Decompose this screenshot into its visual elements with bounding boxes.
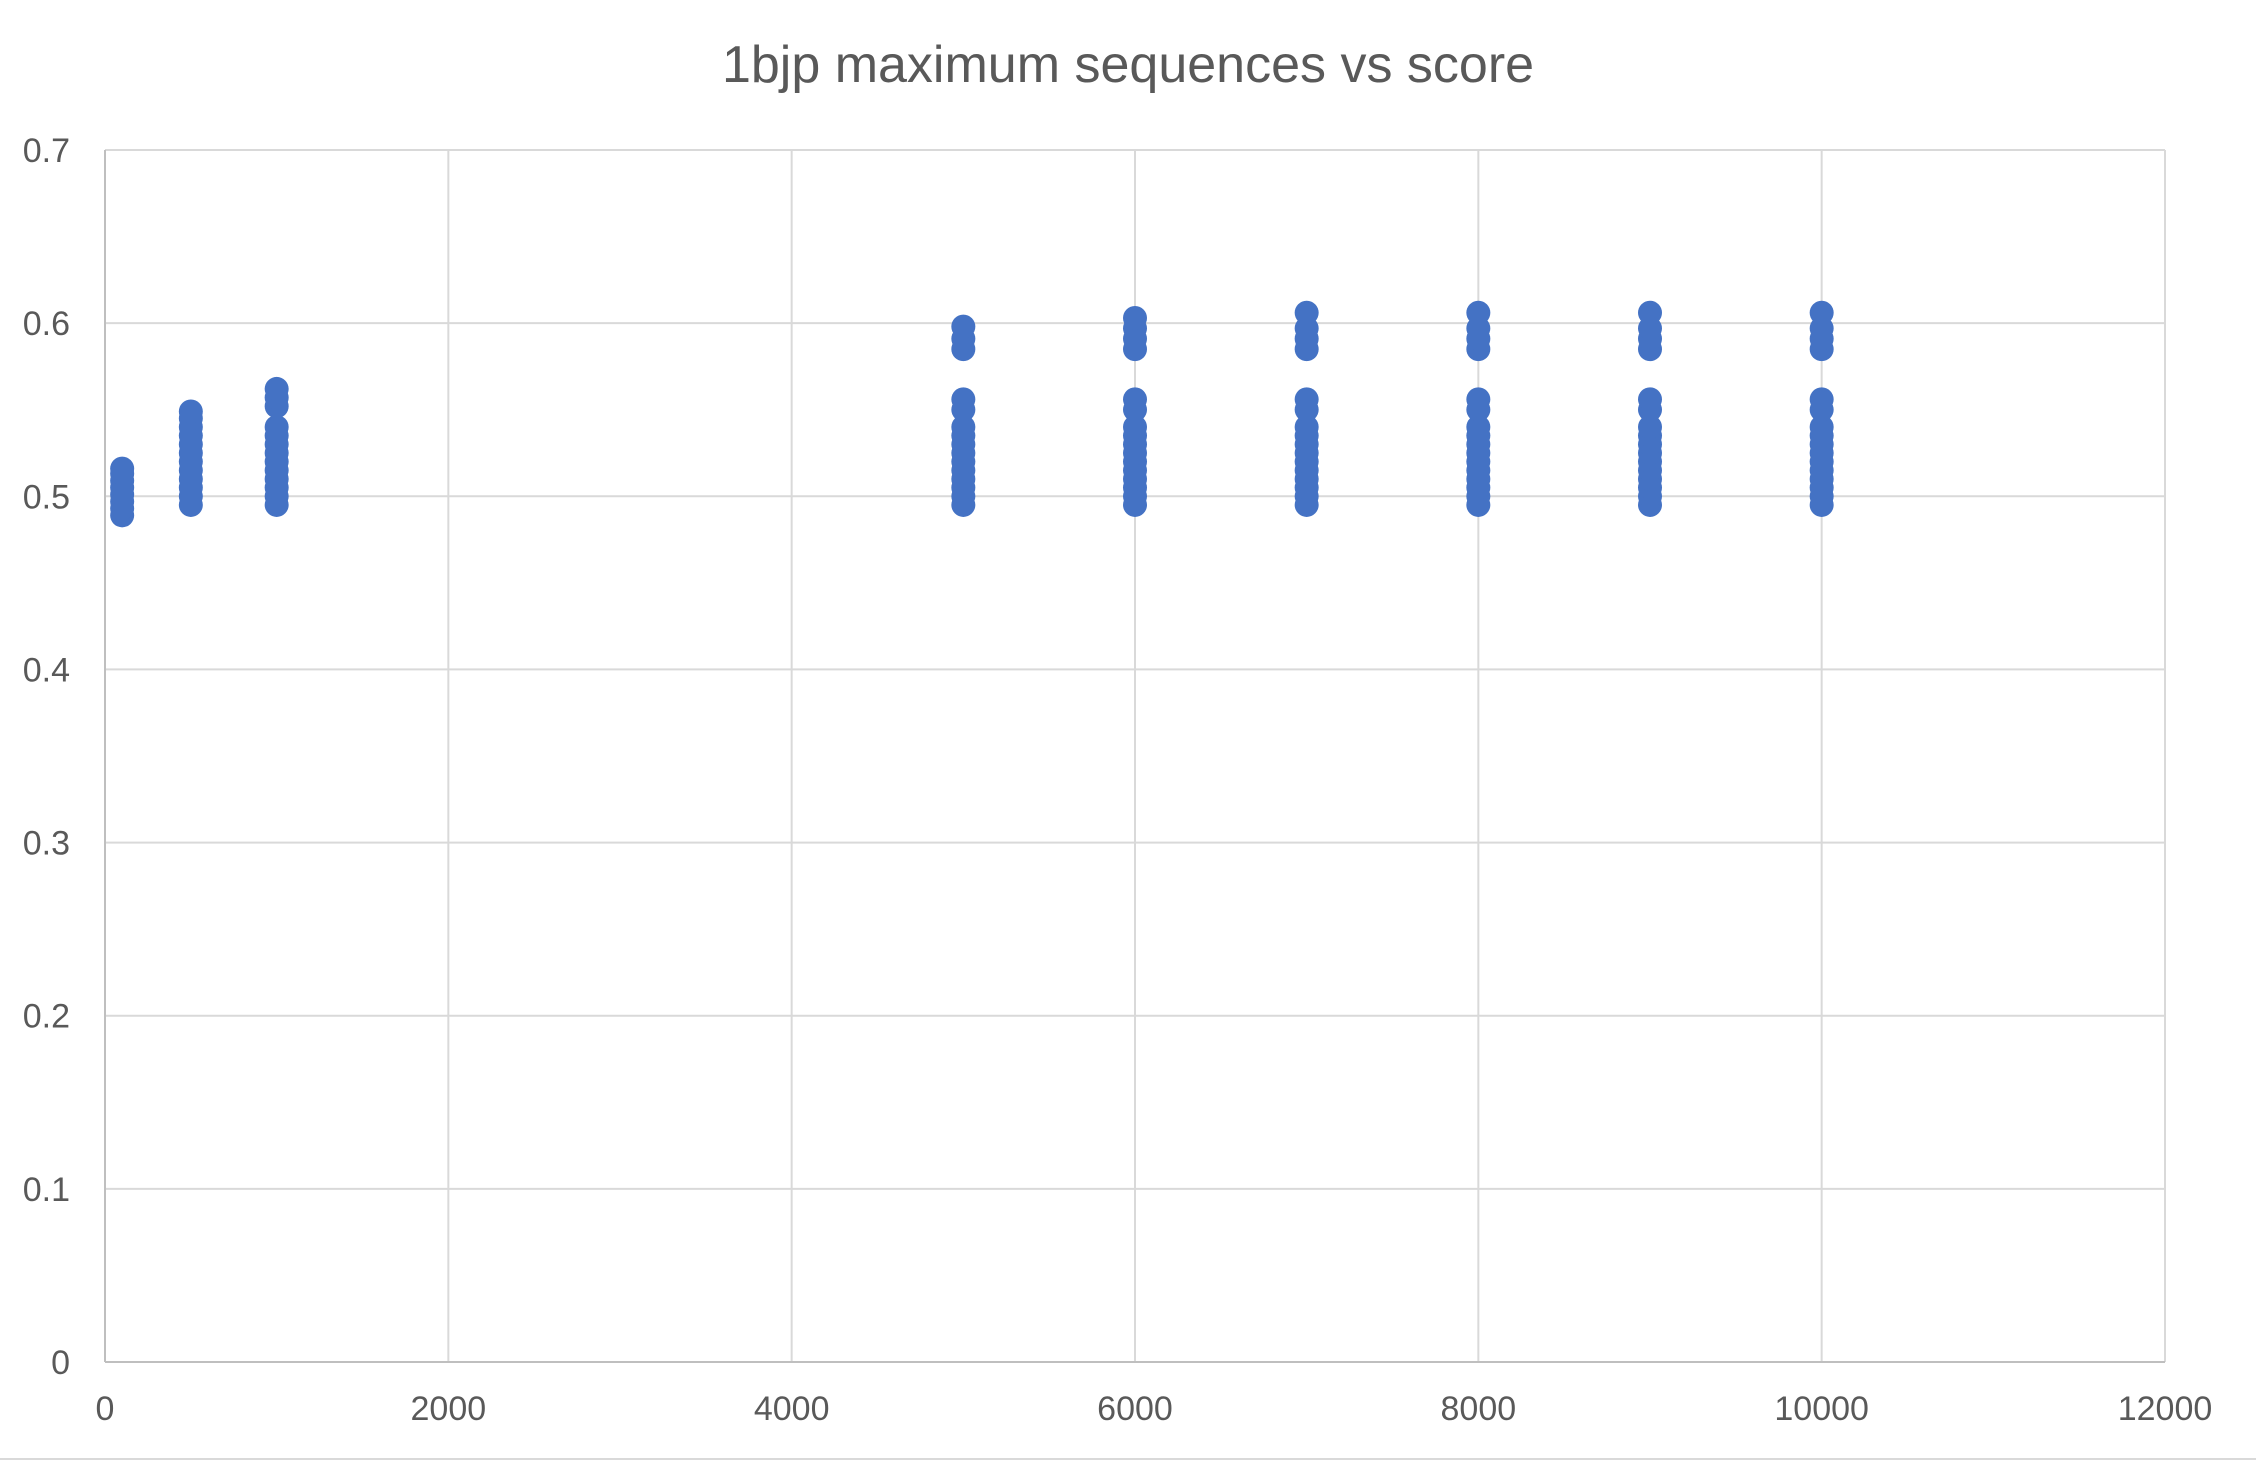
data-points <box>110 300 1834 528</box>
data-point <box>1294 300 1319 325</box>
data-point <box>1638 415 1662 440</box>
x-tick-label: 10000 <box>1774 1390 1869 1428</box>
x-tick-label: 4000 <box>754 1390 830 1428</box>
x-tick-labels: 0 2000 4000 6000 8000 10000 12000 <box>96 1390 2213 1428</box>
data-point <box>110 456 135 481</box>
data-point <box>178 399 203 424</box>
x-tick-label: 6000 <box>1097 1390 1173 1428</box>
data-point <box>1294 387 1319 412</box>
data-point <box>1466 415 1491 440</box>
data-point <box>1809 387 1834 412</box>
x-tick-label: 0 <box>96 1390 115 1428</box>
data-point <box>1123 387 1147 412</box>
y-tick-label: 0.7 <box>23 132 70 170</box>
data-point <box>1809 415 1834 440</box>
y-tick-label: 0.3 <box>23 825 70 863</box>
data-point <box>264 376 289 401</box>
data-point <box>264 415 289 440</box>
data-point <box>1123 305 1147 330</box>
data-point <box>951 415 976 440</box>
axes <box>104 150 2165 1363</box>
data-point <box>951 387 976 412</box>
x-tick-label: 8000 <box>1441 1390 1517 1428</box>
y-tick-label: 0.5 <box>23 478 70 516</box>
data-point <box>1294 415 1319 440</box>
y-tick-label: 0 <box>51 1344 70 1382</box>
chart-title: 1bjp maximum sequences vs score <box>722 36 1534 94</box>
data-point <box>1466 300 1491 325</box>
data-point <box>1638 387 1662 412</box>
y-tick-label: 0.6 <box>23 305 70 343</box>
x-tick-label: 2000 <box>411 1390 487 1428</box>
data-point <box>1809 300 1834 325</box>
data-point <box>951 314 976 339</box>
y-tick-label: 0.2 <box>23 998 70 1036</box>
data-point <box>1123 415 1147 440</box>
data-point <box>1638 300 1662 325</box>
y-tick-label: 0.4 <box>23 651 70 689</box>
y-tick-label: 0.1 <box>23 1171 70 1209</box>
y-tick-labels: 0 0.1 0.2 0.3 0.4 0.5 0.6 0.7 <box>23 132 70 1382</box>
data-point <box>1466 387 1491 412</box>
x-tick-label: 12000 <box>2118 1390 2213 1428</box>
